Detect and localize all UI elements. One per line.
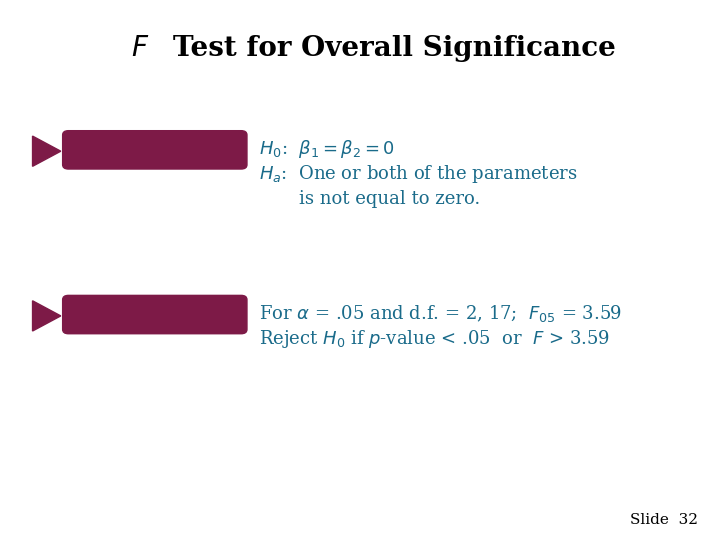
Text: Hypotheses: Hypotheses: [105, 141, 204, 158]
FancyBboxPatch shape: [63, 295, 247, 334]
Polygon shape: [32, 136, 60, 166]
Polygon shape: [32, 301, 60, 331]
Text: Slide  32: Slide 32: [631, 512, 698, 526]
Text: Test for Overall Significance: Test for Overall Significance: [173, 35, 616, 62]
FancyBboxPatch shape: [63, 131, 247, 169]
Text: $H_a$:  One or both of the parameters: $H_a$: One or both of the parameters: [259, 163, 577, 185]
Text: $\mathit{F}$: $\mathit{F}$: [131, 35, 150, 62]
Text: For $\alpha$ = .05 and d.f. = 2, 17;  $F_{05}$ = 3.59: For $\alpha$ = .05 and d.f. = 2, 17; $F_…: [259, 303, 622, 323]
Text: Rejection Rule: Rejection Rule: [94, 306, 216, 323]
Text: $H_0$:  $\beta_1 = \beta_2 = 0$: $H_0$: $\beta_1 = \beta_2 = 0$: [259, 138, 395, 159]
Text: is not equal to zero.: is not equal to zero.: [299, 190, 480, 208]
Text: Reject $H_0$ if $p$-value < .05  or  $F$ > 3.59: Reject $H_0$ if $p$-value < .05 or $F$ >…: [259, 328, 610, 349]
